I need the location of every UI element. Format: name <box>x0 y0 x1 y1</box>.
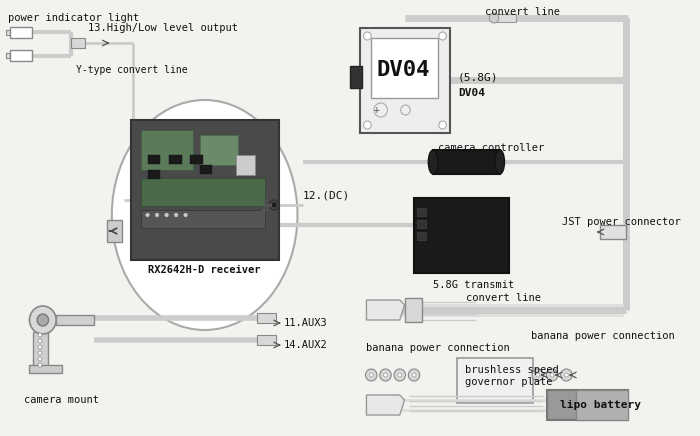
Text: DV04: DV04 <box>377 60 430 80</box>
Polygon shape <box>367 395 405 415</box>
Text: camera mount: camera mount <box>24 395 99 405</box>
Bar <box>29 365 62 373</box>
Text: convert line: convert line <box>466 293 541 303</box>
Bar <box>350 66 362 88</box>
Circle shape <box>564 373 568 377</box>
Bar <box>56 315 94 325</box>
Bar <box>148 155 160 164</box>
Circle shape <box>38 363 42 367</box>
Bar <box>257 335 276 345</box>
Text: 11.AUX3: 11.AUX3 <box>284 318 328 328</box>
Text: 5.8G transmit: 5.8G transmit <box>433 280 514 290</box>
Circle shape <box>38 345 42 349</box>
Text: Y-type convert line: Y-type convert line <box>76 65 188 75</box>
Bar <box>257 313 276 323</box>
Circle shape <box>272 203 276 207</box>
Text: 13.High/Low level output: 13.High/Low level output <box>88 23 237 33</box>
Bar <box>6 30 10 35</box>
Circle shape <box>155 213 159 217</box>
Bar <box>457 358 533 403</box>
Bar <box>417 232 426 240</box>
Bar <box>141 130 193 170</box>
Ellipse shape <box>112 100 298 330</box>
Polygon shape <box>367 300 405 320</box>
Bar <box>106 220 122 242</box>
Bar <box>190 155 203 164</box>
Circle shape <box>380 369 391 381</box>
Text: +: + <box>374 105 380 115</box>
Text: convert line: convert line <box>485 7 561 17</box>
Bar <box>148 170 160 179</box>
Circle shape <box>37 314 48 326</box>
Circle shape <box>439 32 447 40</box>
Text: brushless speed
governor plate: brushless speed governor plate <box>465 365 559 387</box>
Bar <box>34 332 48 367</box>
Text: RX2642H-D receiver: RX2642H-D receiver <box>148 265 260 275</box>
Bar <box>414 198 509 273</box>
Circle shape <box>561 369 572 381</box>
Bar <box>200 165 212 174</box>
Bar <box>141 178 265 206</box>
Circle shape <box>363 32 371 40</box>
Circle shape <box>550 373 554 377</box>
Circle shape <box>38 351 42 355</box>
Circle shape <box>370 373 373 377</box>
Ellipse shape <box>428 150 438 174</box>
Bar <box>371 38 438 98</box>
Circle shape <box>394 369 405 381</box>
Text: lipo battery: lipo battery <box>560 400 640 410</box>
Bar <box>236 155 255 175</box>
Circle shape <box>270 200 279 210</box>
Bar <box>495 14 516 22</box>
Circle shape <box>38 333 42 337</box>
Circle shape <box>174 213 178 217</box>
Circle shape <box>164 213 169 217</box>
Circle shape <box>363 121 371 129</box>
Bar <box>169 155 182 164</box>
Bar <box>417 208 426 216</box>
Ellipse shape <box>495 150 505 174</box>
Circle shape <box>536 373 540 377</box>
Text: DV04: DV04 <box>458 88 485 98</box>
Text: power indicator light: power indicator light <box>8 13 139 23</box>
Bar <box>6 53 10 58</box>
Bar <box>576 390 628 420</box>
Circle shape <box>532 369 543 381</box>
Circle shape <box>412 373 416 377</box>
Bar <box>200 135 238 165</box>
Text: 14.AUX2: 14.AUX2 <box>284 340 328 350</box>
Circle shape <box>29 306 56 334</box>
Circle shape <box>398 373 402 377</box>
Bar <box>71 38 85 48</box>
Bar <box>600 225 626 239</box>
Bar <box>417 220 426 228</box>
Circle shape <box>183 213 188 217</box>
Text: camera controller: camera controller <box>438 143 544 153</box>
Bar <box>433 150 500 174</box>
Bar <box>132 120 279 260</box>
Circle shape <box>547 369 558 381</box>
Bar <box>405 298 421 322</box>
Bar <box>547 390 628 420</box>
Bar <box>360 28 450 133</box>
Text: 12.(DC): 12.(DC) <box>302 190 350 200</box>
Text: (5.8G): (5.8G) <box>458 73 498 83</box>
Circle shape <box>146 213 149 217</box>
Circle shape <box>38 339 42 343</box>
Text: banana power connection: banana power connection <box>367 343 510 353</box>
Circle shape <box>489 13 499 23</box>
Text: JST power connector: JST power connector <box>561 217 680 227</box>
Circle shape <box>439 121 447 129</box>
Bar <box>141 210 265 228</box>
Circle shape <box>408 369 420 381</box>
Circle shape <box>365 369 377 381</box>
Circle shape <box>38 357 42 361</box>
Text: banana power connection: banana power connection <box>531 331 675 341</box>
Circle shape <box>384 373 387 377</box>
Bar <box>10 27 32 38</box>
Bar <box>10 50 32 61</box>
